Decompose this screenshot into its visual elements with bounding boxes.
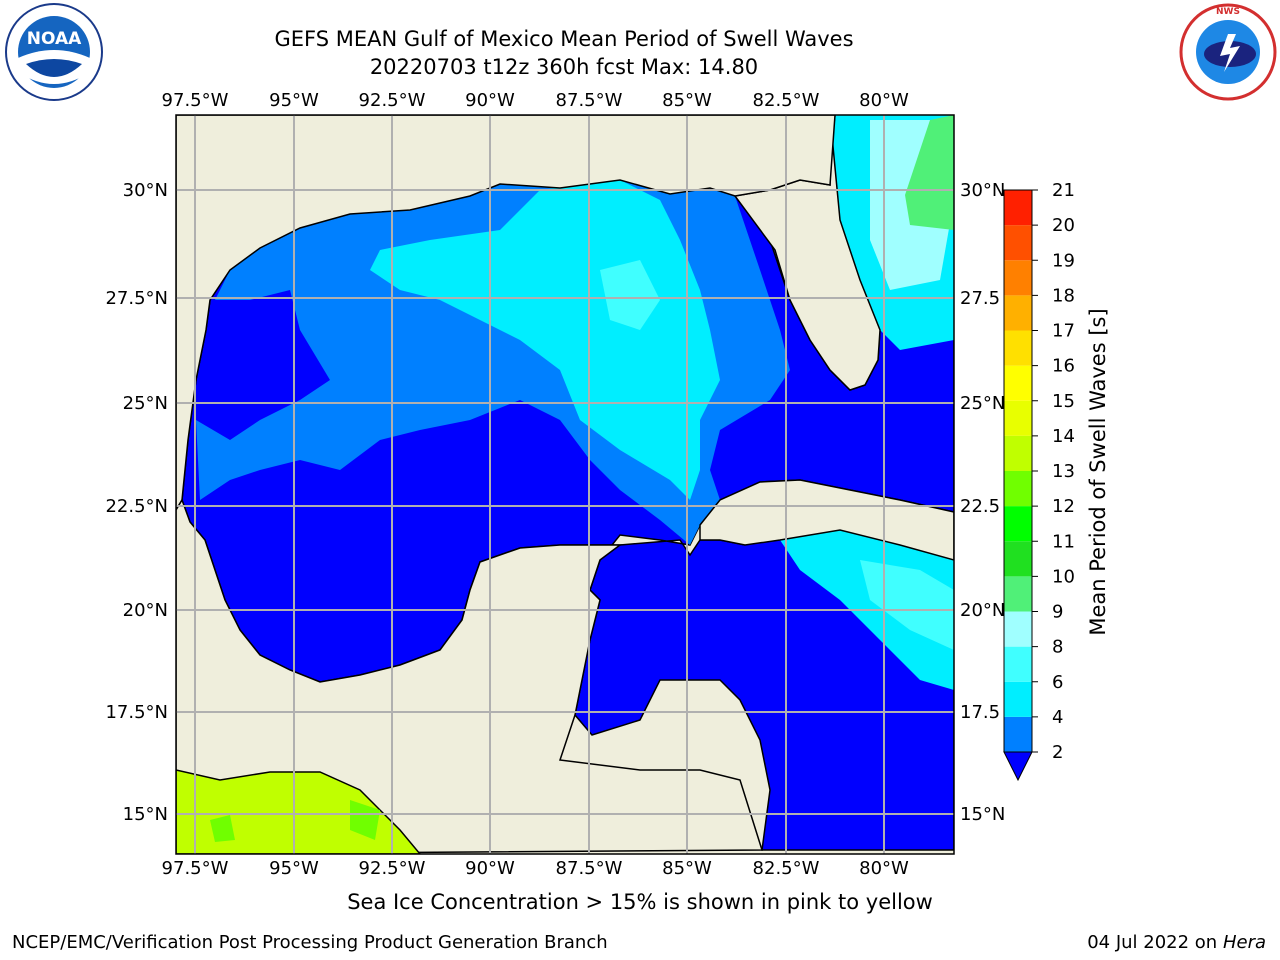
lat-label-right: 15°N bbox=[960, 804, 1005, 825]
colorbar-tick-label: 2 bbox=[1052, 742, 1063, 763]
noaa-logo-text: NOAA bbox=[27, 29, 82, 49]
lat-label-left: 22.5°N bbox=[105, 496, 168, 517]
lat-label-left: 25°N bbox=[123, 393, 168, 414]
footer-date-text: 04 Jul 2022 on bbox=[1087, 932, 1223, 953]
lon-labels-bottom: 97.5°W 95°W 92.5°W 90°W 87.5°W 85°W 82.5°W 80°W bbox=[162, 858, 909, 879]
colorbar-segment bbox=[1004, 646, 1032, 682]
lon-label-top: 92.5°W bbox=[359, 90, 426, 111]
colorbar-tick-label: 8 bbox=[1052, 637, 1063, 658]
colorbar-tick-label: 6 bbox=[1052, 672, 1063, 693]
swell-6s-region bbox=[370, 180, 720, 500]
lon-label-bottom: 85°W bbox=[662, 858, 712, 879]
colorbar-segment bbox=[1004, 506, 1032, 542]
footer-date: 04 Jul 2022 on Hera bbox=[1087, 932, 1266, 953]
lat-label-right: 17.5 bbox=[960, 702, 1000, 723]
map-frame bbox=[175, 114, 955, 855]
footer-machine: Hera bbox=[1222, 932, 1266, 953]
map-area bbox=[176, 115, 954, 854]
lon-label-top: 95°W bbox=[269, 90, 319, 111]
caption: Sea Ice Concentration > 15% is shown in … bbox=[347, 890, 933, 914]
colorbar-segment bbox=[1004, 471, 1032, 507]
colorbar-segment bbox=[1004, 330, 1032, 366]
colorbar-segment bbox=[1004, 225, 1032, 261]
lat-label-left: 30°N bbox=[123, 180, 168, 201]
lon-label-top: 80°W bbox=[859, 90, 909, 111]
colorbar-tick-label: 16 bbox=[1052, 356, 1075, 377]
colorbar-tick-label: 4 bbox=[1052, 707, 1063, 728]
lon-label-top: 85°W bbox=[662, 90, 712, 111]
lon-label-bottom: 97.5°W bbox=[162, 858, 229, 879]
colorbar-tick-label: 17 bbox=[1052, 321, 1075, 342]
colorbar-tick-label: 9 bbox=[1052, 602, 1063, 623]
nws-logo: NWS bbox=[1178, 2, 1278, 102]
chart-subtitle: 20220703 t12z 360h fcst Max: 14.80 bbox=[369, 55, 759, 79]
lon-label-top: 82.5°W bbox=[753, 90, 820, 111]
lon-label-bottom: 92.5°W bbox=[359, 858, 426, 879]
lon-label-bottom: 90°W bbox=[465, 858, 515, 879]
colorbar-tick-label: 19 bbox=[1052, 250, 1075, 271]
lat-label-right: 27.5 bbox=[960, 288, 1000, 309]
swell-8s-patch bbox=[600, 260, 660, 330]
colorbar-tick-label: 12 bbox=[1052, 496, 1075, 517]
lon-label-bottom: 95°W bbox=[269, 858, 319, 879]
atlantic-swell-9s bbox=[905, 115, 954, 230]
colorbar-tick-label: 21 bbox=[1052, 180, 1075, 201]
lon-labels-top: 97.5°W 95°W 92.5°W 90°W 87.5°W 85°W 82.5°W 80°W bbox=[162, 90, 909, 111]
colorbar-segment bbox=[1004, 400, 1032, 436]
noaa-logo: NOAA bbox=[4, 2, 104, 102]
colorbar-segment bbox=[1004, 576, 1032, 612]
lat-label-left: 15°N bbox=[123, 804, 168, 825]
pacific-swell-12s bbox=[210, 800, 380, 842]
footer-credit: NCEP/EMC/Verification Post Processing Pr… bbox=[12, 932, 608, 953]
svg-text:NWS: NWS bbox=[1216, 7, 1240, 17]
lon-label-top: 87.5°W bbox=[556, 90, 623, 111]
colorbar-segment bbox=[1004, 365, 1032, 401]
lon-label-bottom: 87.5°W bbox=[556, 858, 623, 879]
colorbar-tick-label: 14 bbox=[1052, 426, 1075, 447]
lat-label-right: 22.5 bbox=[960, 496, 1000, 517]
colorbar-segment bbox=[1004, 716, 1032, 752]
lat-label-right: 25°N bbox=[960, 393, 1005, 414]
colorbar-segment bbox=[1004, 190, 1032, 226]
colorbar-extend-arrow bbox=[1003, 751, 1033, 782]
lat-labels-left: 30°N 27.5°N 25°N 22.5°N 20°N 17.5°N 15°N bbox=[105, 180, 168, 825]
colorbar-tick-label: 13 bbox=[1052, 461, 1075, 482]
colorbar-tick-label: 15 bbox=[1052, 391, 1075, 412]
lat-label-right: 20°N bbox=[960, 600, 1005, 621]
lat-labels-right: 30°N 27.5 25°N 22.5 20°N 17.5 15°N bbox=[960, 180, 1005, 825]
chart-title: GEFS MEAN Gulf of Mexico Mean Period of … bbox=[274, 27, 854, 51]
colorbar-tick-label: 20 bbox=[1052, 215, 1075, 236]
gridlines bbox=[176, 115, 954, 854]
lon-label-top: 97.5°W bbox=[162, 90, 229, 111]
colorbar-tick-label: 10 bbox=[1052, 566, 1075, 587]
colorbar-segment bbox=[1004, 611, 1032, 647]
colorbar-segment bbox=[1004, 260, 1032, 296]
lon-label-top: 90°W bbox=[465, 90, 515, 111]
colorbar: 2 4 6 8 9 10 11 12 13 14 15 16 17 18 19 20 21 bbox=[1003, 180, 1075, 782]
lon-label-bottom: 82.5°W bbox=[753, 858, 820, 879]
cuba bbox=[699, 479, 954, 561]
colorbar-segment bbox=[1004, 435, 1032, 471]
lat-label-left: 20°N bbox=[123, 600, 168, 621]
lat-label-left: 27.5°N bbox=[105, 288, 168, 309]
lat-label-right: 30°N bbox=[960, 180, 1005, 201]
lat-label-left: 17.5°N bbox=[105, 702, 168, 723]
colorbar-segment bbox=[1004, 541, 1032, 577]
colorbar-tick-label: 11 bbox=[1052, 531, 1075, 552]
colorbar-label: Mean Period of Swell Waves [s] bbox=[1086, 308, 1110, 635]
lon-label-bottom: 80°W bbox=[859, 858, 909, 879]
colorbar-segment bbox=[1004, 295, 1032, 331]
colorbar-segment bbox=[1004, 681, 1032, 717]
colorbar-tick-label: 18 bbox=[1052, 285, 1075, 306]
